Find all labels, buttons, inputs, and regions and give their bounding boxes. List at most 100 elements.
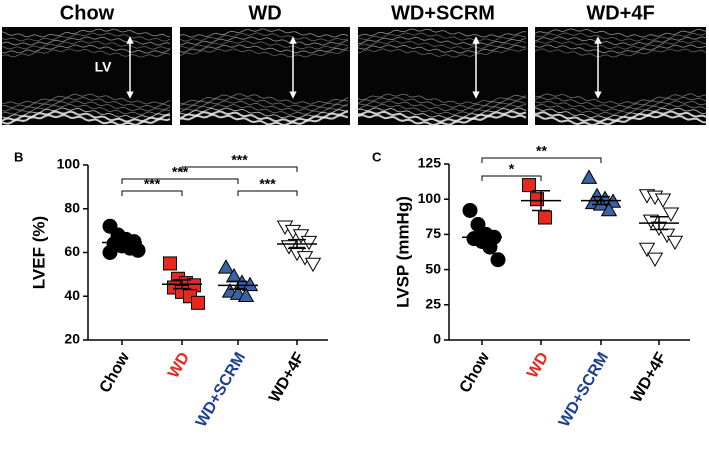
y-tick-label: 0 bbox=[433, 331, 441, 347]
data-point bbox=[666, 235, 684, 251]
significance-bracket bbox=[121, 190, 183, 196]
echo-trace bbox=[534, 110, 707, 123]
echo-trace bbox=[534, 113, 707, 127]
y-tick-label: 60 bbox=[64, 243, 80, 259]
lv-label: LV bbox=[95, 59, 113, 75]
echo-trace bbox=[358, 36, 527, 46]
y-tick-label: 20 bbox=[64, 331, 80, 347]
echo-trace bbox=[179, 100, 349, 112]
significance-bracket bbox=[181, 166, 298, 172]
y-tick-label: 50 bbox=[425, 260, 441, 276]
echo-trace bbox=[179, 104, 349, 115]
significance-label: * bbox=[509, 161, 515, 177]
y-tick-label: 100 bbox=[57, 156, 81, 172]
y-axis-title: LVEF (%) bbox=[29, 216, 48, 289]
echo-trace bbox=[179, 40, 349, 50]
panel-title: WD+4F bbox=[586, 2, 654, 24]
x-tick-label: WD+4F bbox=[628, 349, 670, 405]
significance-label: ** bbox=[536, 143, 547, 159]
echo-trace bbox=[534, 48, 707, 58]
echo-trace bbox=[357, 113, 527, 127]
echo-trace bbox=[357, 40, 527, 50]
echo-trace bbox=[179, 107, 349, 119]
significance-bracket bbox=[237, 190, 298, 196]
significance-label: *** bbox=[172, 164, 189, 180]
x-tick-label: WD+SCRM bbox=[193, 350, 249, 430]
echo-trace bbox=[179, 93, 349, 105]
y-tick-label: 40 bbox=[64, 287, 80, 303]
echo-trace bbox=[534, 100, 707, 112]
echo-trace bbox=[179, 113, 349, 127]
echo-trace bbox=[179, 36, 349, 46]
data-point bbox=[237, 287, 255, 302]
echo-trace bbox=[357, 103, 527, 116]
x-tick-label: Chow bbox=[97, 349, 134, 396]
significance-label: *** bbox=[259, 176, 276, 192]
echo-trace bbox=[1, 28, 171, 38]
data-point bbox=[538, 210, 552, 225]
echo-trace bbox=[534, 28, 707, 38]
echo-trace bbox=[1, 48, 171, 58]
echo-trace bbox=[1, 100, 171, 112]
data-point bbox=[217, 259, 235, 274]
data-point bbox=[163, 256, 177, 271]
data-point bbox=[191, 295, 205, 310]
echo-trace bbox=[1, 110, 171, 123]
y-tick-label: 75 bbox=[425, 225, 441, 241]
significance-bracket bbox=[481, 157, 602, 163]
x-tick-label: WD+4F bbox=[266, 349, 308, 405]
panel-title: WD+SCRM bbox=[391, 2, 495, 24]
echo-trace bbox=[179, 97, 349, 109]
x-tick-label: WD+SCRM bbox=[556, 350, 612, 430]
panel-label: C bbox=[372, 149, 382, 164]
significance-label: *** bbox=[144, 176, 161, 192]
y-axis-title: LVSP (mmHg) bbox=[393, 196, 412, 308]
echo-trace bbox=[357, 48, 527, 58]
echo-trace bbox=[179, 28, 349, 38]
x-tick-label: Chow bbox=[457, 349, 494, 396]
y-tick-label: 100 bbox=[418, 190, 442, 206]
panel-title: Chow bbox=[60, 2, 115, 24]
echo-trace bbox=[534, 103, 707, 115]
echo-trace bbox=[357, 93, 527, 105]
echo-trace bbox=[534, 40, 707, 50]
significance-label: *** bbox=[231, 152, 248, 168]
data-point bbox=[482, 239, 498, 255]
echo-trace bbox=[357, 100, 527, 112]
echo-trace bbox=[357, 110, 527, 123]
echo-trace bbox=[1, 40, 171, 50]
echo-trace bbox=[179, 32, 349, 42]
panel-title: WD bbox=[248, 2, 281, 24]
data-point bbox=[462, 202, 478, 218]
echo-trace bbox=[1, 96, 171, 109]
echo-trace bbox=[179, 44, 349, 54]
echo-trace bbox=[1, 114, 171, 126]
x-tick-label: WD bbox=[524, 350, 552, 382]
echo-trace bbox=[534, 44, 707, 54]
data-point bbox=[130, 242, 146, 258]
echo-trace bbox=[357, 44, 527, 54]
significance-bracket bbox=[121, 178, 239, 184]
x-tick-label: WD bbox=[165, 350, 193, 382]
echo-panel bbox=[1, 27, 707, 127]
echo-trace bbox=[357, 107, 527, 119]
y-tick-label: 80 bbox=[64, 199, 80, 215]
data-point bbox=[102, 245, 118, 260]
echo-trace bbox=[357, 32, 527, 42]
data-point bbox=[638, 242, 656, 258]
echo-trace bbox=[179, 110, 349, 123]
data-point bbox=[662, 207, 680, 222]
y-tick-label: 125 bbox=[418, 155, 442, 171]
data-point bbox=[241, 276, 259, 292]
echo-trace bbox=[534, 97, 707, 108]
y-tick-label: 25 bbox=[425, 296, 441, 312]
echo-trace bbox=[357, 96, 527, 108]
echo-trace bbox=[534, 36, 707, 46]
echo-trace bbox=[534, 107, 707, 119]
echo-trace bbox=[1, 32, 171, 42]
panel-label: B bbox=[14, 149, 23, 164]
data-point bbox=[654, 193, 672, 208]
echo-trace bbox=[1, 36, 171, 46]
echo-trace bbox=[534, 32, 707, 42]
